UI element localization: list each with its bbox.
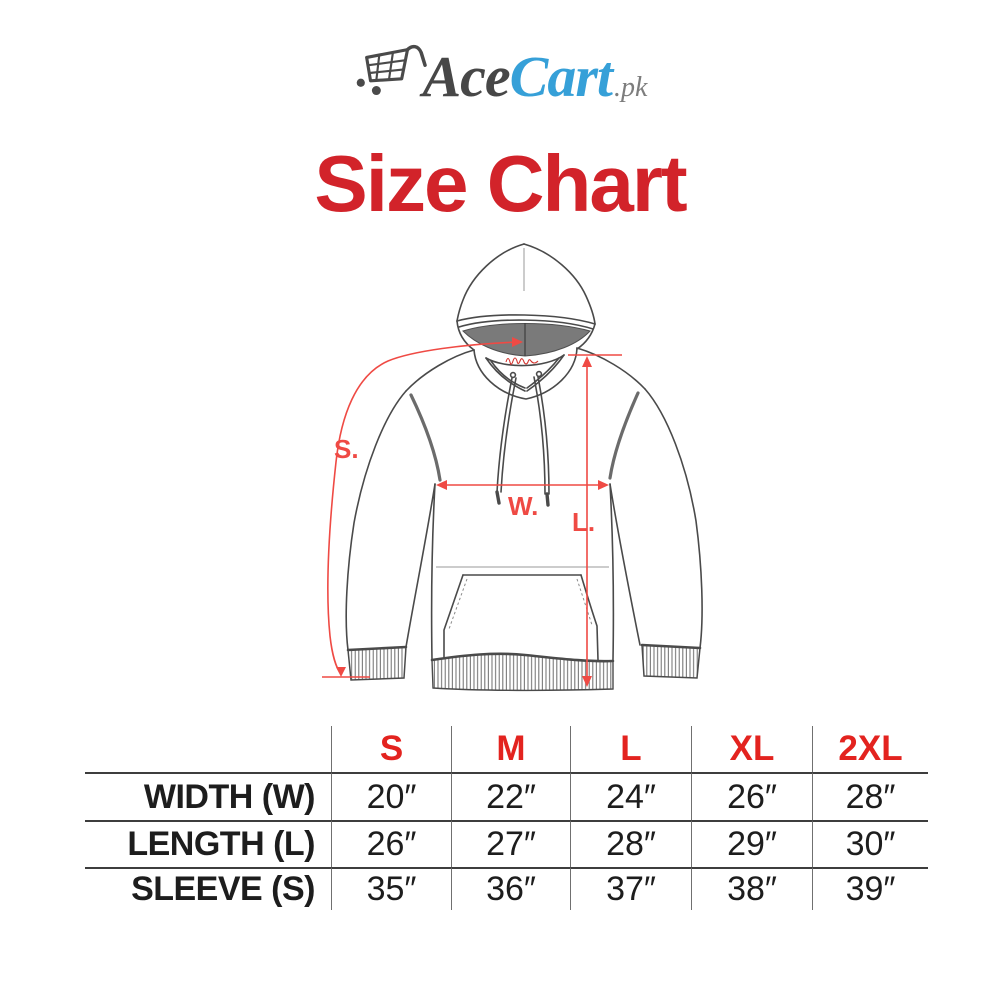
sleeve-measure-label: S. [334,434,359,464]
collar [473,347,578,400]
length-value-l: 28″ [571,820,692,867]
hoodie-measurement-diagram: S. W. L. [322,243,703,692]
logo-cart-text: Cart [509,44,613,109]
width-value-xl: 26″ [692,772,813,820]
width-value-m: 22″ [452,772,571,820]
size-column-header-m: M [452,726,571,772]
length-value-2xl: 30″ [813,820,928,867]
hood-lining [462,323,591,357]
size-column-header-l: L [571,726,692,772]
shopping-cart-icon [356,44,427,96]
left-cuff-rib [347,646,407,681]
length-measure-label: L. [572,507,595,537]
sleeve-value-m: 36″ [452,867,571,910]
hood [456,243,596,357]
sleeve-value-xl: 38″ [692,867,813,910]
width-value-s: 20″ [332,772,452,820]
acecart-logo: Ace Cart .pk [0,42,1000,106]
length-value-m: 27″ [452,820,571,867]
width-measure-label: W. [508,491,538,521]
length-value-xl: 29″ [692,820,813,867]
length-measurement-line [568,354,622,687]
width-value-2xl: 28″ [813,772,928,820]
sleeve-value-s: 35″ [332,867,452,910]
sleeves [345,347,703,681]
right-cuff-rib [641,644,701,679]
length-value-s: 26″ [332,820,452,867]
brand-script-mark [505,357,539,365]
kangaroo-pocket [443,574,599,661]
measurement-row-label-length: LENGTH (L) [85,820,332,867]
drawstrings [495,376,550,507]
logo-text: Ace Cart .pk [423,48,648,106]
table-corner-cell [85,726,332,772]
page-title: Size Chart [314,139,687,228]
sleeve-value-2xl: 39″ [813,867,928,910]
logo-suffix-text: .pk [614,72,648,103]
size-column-header-2xl: 2XL [838,729,903,768]
size-table: S M L XL 2XL WIDTH (W) 20″ 22″ 24″ 26″ 2… [85,726,928,910]
size-column-header-s: S [332,726,452,772]
sleeve-value-l: 37″ [571,867,692,910]
width-value-l: 24″ [571,772,692,820]
logo-ace-text: Ace [422,44,511,109]
measurement-row-label-width: WIDTH (W) [85,772,332,820]
measurement-row-label-sleeve: SLEEVE (S) [85,867,332,910]
sleeve-measurement-line [322,337,523,678]
width-measurement-line [436,480,609,490]
size-column-header-xl: XL [692,726,813,772]
